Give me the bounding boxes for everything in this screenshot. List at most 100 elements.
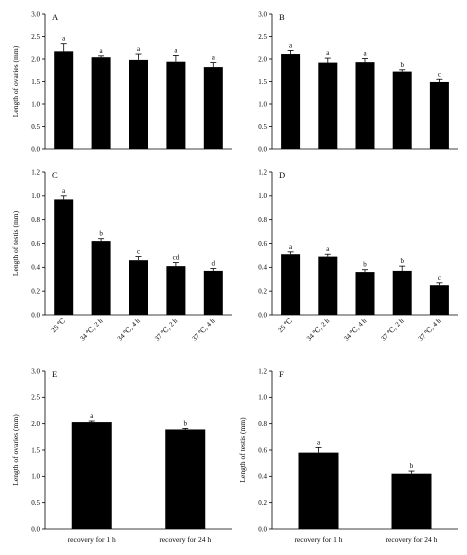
bar — [391, 473, 432, 529]
panel-label: D — [279, 170, 285, 180]
bar — [355, 272, 375, 315]
bar — [91, 241, 111, 315]
y-tick-label: 0.4 — [258, 473, 267, 481]
y-axis-title: Length of ovaries (mm) — [11, 45, 20, 117]
y-tick-label: 0.4 — [258, 264, 267, 272]
y-tick-label: 1.0 — [258, 192, 267, 200]
y-tick-label: 1.5 — [31, 78, 40, 86]
bar — [429, 285, 449, 315]
x-tick-label: 34 ℃, 2 h — [78, 316, 104, 342]
y-tick-label: 0.6 — [31, 240, 40, 248]
significance-letter: c — [438, 70, 441, 78]
y-tick-label: 0.0 — [258, 145, 267, 153]
x-tick-label: 37 ℃, 2 h — [153, 316, 179, 342]
y-tick-label: 1.5 — [258, 78, 267, 86]
panel-f: 0.0 0.2 0.4 0.6 0.8 1.0 1.2 Length of testis (m… — [238, 367, 458, 544]
bar — [165, 429, 206, 529]
y-tick-label: 1.5 — [31, 446, 40, 454]
significance-letter: a — [326, 49, 330, 57]
bar — [429, 81, 449, 149]
y-tick-label: 0.0 — [31, 525, 40, 533]
panel-b: 0.0 0.5 1.0 1.5 2.0 2.5 3.0 Ba a a b c — [258, 10, 458, 153]
x-tick-label: 37 ℃, 2 h — [380, 316, 406, 342]
y-tick-label: 0.8 — [31, 216, 40, 224]
y-tick-label: 2.5 — [31, 394, 40, 402]
bar — [203, 270, 223, 315]
y-tick-label: 0.6 — [258, 240, 267, 248]
bar — [355, 62, 375, 149]
significance-letter: a — [90, 412, 94, 420]
y-tick-label: 0.5 — [31, 123, 40, 131]
panel-d: 0.0 0.2 0.4 0.6 0.8 1.0 1.2 Da 25 ℃ a 34 ℃, 2 h b 34… — [258, 168, 458, 343]
bar — [166, 61, 186, 150]
bar — [129, 59, 148, 149]
y-tick-label: 2.0 — [31, 420, 40, 428]
y-tick-label: 0.8 — [258, 420, 267, 428]
significance-letter: c — [438, 274, 441, 282]
y-tick-label: 1.0 — [31, 473, 40, 481]
y-tick-label: 2.0 — [258, 55, 267, 63]
x-tick-label: 37 ℃, 4 h — [191, 316, 217, 342]
significance-letter: a — [363, 50, 367, 58]
significance-letter: b — [99, 230, 103, 238]
significance-letter: b — [363, 261, 367, 269]
panel-a: 0.0 0.5 1.0 1.5 2.0 2.5 3.0 Length of ovaries (… — [11, 10, 232, 153]
y-tick-label: 2.5 — [258, 33, 267, 41]
y-axis-title: Length of testis (mm) — [11, 210, 20, 276]
significance-letter: a — [289, 41, 293, 49]
bar — [91, 57, 111, 150]
y-tick-label: 0.5 — [258, 123, 267, 131]
y-tick-label: 1.2 — [258, 168, 267, 176]
significance-letter: d — [212, 260, 216, 268]
panel-label: A — [52, 12, 59, 22]
bar — [392, 71, 412, 149]
significance-letter: a — [174, 46, 178, 54]
significance-letter: b — [410, 462, 414, 470]
y-tick-label: 0.6 — [258, 446, 267, 454]
y-tick-label: 1.2 — [31, 168, 40, 176]
y-tick-label: 0.2 — [31, 288, 40, 296]
panel-label: B — [279, 12, 285, 22]
significance-letter: c — [137, 248, 140, 256]
y-tick-label: 2.5 — [31, 33, 40, 41]
significance-letter: a — [62, 187, 66, 195]
y-tick-label: 1.0 — [31, 100, 40, 108]
significance-letter: b — [400, 257, 404, 265]
y-tick-label: 0.2 — [258, 499, 267, 507]
y-tick-label: 1.2 — [258, 367, 267, 375]
bar — [392, 270, 412, 315]
significance-letter: b — [400, 61, 404, 69]
panel-e: 0.0 0.5 1.0 1.5 2.0 2.5 3.0 Length of ovaries (… — [11, 367, 232, 544]
y-tick-label: 0.0 — [258, 525, 267, 533]
y-tick-label: 2.0 — [31, 55, 40, 63]
x-tick-label: recovery for 1 h — [294, 535, 342, 544]
y-tick-label: 3.0 — [31, 10, 40, 18]
y-tick-label: 0.5 — [31, 499, 40, 507]
significance-letter: a — [62, 35, 66, 43]
x-tick-label: recovery for 24 h — [386, 535, 438, 544]
x-tick-label: 34 ℃, 4 h — [342, 316, 368, 342]
y-tick-label: 0.0 — [31, 311, 40, 319]
bar — [318, 62, 338, 149]
y-tick-label: 1.0 — [31, 192, 40, 200]
y-tick-label: 1.0 — [258, 100, 267, 108]
bar — [54, 51, 74, 149]
significance-letter: a — [317, 438, 321, 446]
bar — [318, 256, 338, 315]
y-tick-label: 0.4 — [31, 264, 40, 272]
panel-c: 0.0 0.2 0.4 0.6 0.8 1.0 1.2 Length of testis (m… — [11, 168, 232, 343]
y-axis-title: Length of testis (mm) — [238, 417, 247, 483]
x-tick-label: recovery for 1 h — [68, 535, 116, 544]
y-tick-label: 0.2 — [258, 288, 267, 296]
y-axis-title: Length of ovaries (mm) — [11, 414, 20, 486]
bar — [281, 54, 301, 149]
bar — [281, 254, 301, 315]
y-tick-label: 0.0 — [258, 311, 267, 319]
significance-letter: b — [184, 419, 188, 427]
x-tick-label: 25 ℃ — [277, 317, 295, 335]
bar — [166, 266, 186, 315]
y-tick-label: 1.0 — [258, 394, 267, 402]
significance-letter: cd — [173, 254, 180, 262]
